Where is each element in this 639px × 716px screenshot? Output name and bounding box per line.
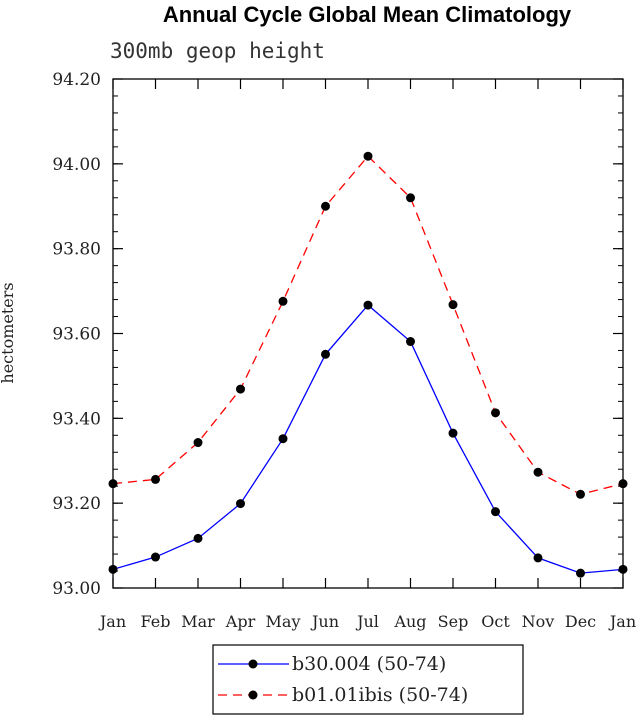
y-axis-label: hectometers — [0, 282, 17, 383]
series-1-point — [618, 564, 628, 574]
x-tick-label: Apr — [225, 612, 256, 631]
series-2-point — [193, 438, 203, 448]
legend-box — [212, 644, 524, 715]
y-tick-label: 94.20 — [52, 70, 101, 90]
x-tick-label: Jun — [310, 612, 339, 631]
series-1-point — [108, 564, 118, 574]
series-2-point — [406, 193, 415, 203]
chart-title: Annual Cycle Global Mean Climatology — [163, 2, 572, 27]
legend: b30.004 (50-74) b01.01ibis (50-74) — [212, 644, 524, 715]
chart-subtitle: 300mb geop height — [110, 39, 325, 63]
y-tick-label: 93.20 — [52, 494, 101, 514]
y-tick-label: 93.80 — [52, 240, 101, 260]
series-2-point — [491, 408, 500, 418]
series-2-point — [321, 201, 330, 211]
series-2-point — [448, 300, 458, 310]
series-1-point — [576, 568, 585, 578]
series-2-point — [151, 474, 160, 484]
x-tick-label: Dec — [565, 612, 596, 631]
legend-marker-series-2 — [248, 690, 258, 700]
series-1-point — [193, 533, 203, 543]
series-1-point — [236, 499, 245, 509]
x-tick-label: Mar — [181, 612, 215, 631]
legend-marker-series-1 — [248, 659, 258, 669]
series-1-point — [448, 428, 458, 438]
x-tick-label: Jul — [355, 612, 379, 631]
y-tick-label: 94.00 — [52, 155, 101, 175]
series-1-point — [491, 507, 500, 517]
y-tick-label: 93.40 — [52, 409, 101, 429]
y-tick-label: 93.60 — [52, 325, 101, 345]
series-2-point — [108, 479, 118, 489]
series-2-point — [533, 467, 543, 477]
series-2-point — [576, 489, 585, 499]
series-1-point — [533, 553, 543, 563]
y-tick-label: 93.00 — [52, 579, 101, 599]
series-line-1 — [112, 304, 624, 574]
series-1-point — [278, 434, 288, 444]
series-2-point — [618, 479, 628, 489]
series-1-point — [321, 349, 330, 359]
x-tick-label: Jan — [608, 612, 636, 631]
series-line-2 — [112, 155, 624, 495]
series-2-point — [236, 384, 245, 394]
series-2-point — [363, 151, 373, 161]
series-2-point — [278, 296, 288, 306]
series-1-point — [406, 337, 415, 347]
x-tick-label: Aug — [393, 612, 426, 631]
series-1-point — [151, 552, 160, 562]
x-tick-label: May — [266, 612, 301, 631]
x-tick-label: Jan — [98, 612, 126, 631]
x-tick-label: Feb — [141, 612, 171, 631]
x-tick-label: Sep — [438, 612, 469, 631]
legend-label-series-2: b01.01ibis (50-74) — [292, 684, 468, 706]
x-tick-label: Nov — [522, 612, 555, 631]
x-tick-label: Oct — [481, 612, 510, 631]
series-1-point — [363, 300, 373, 310]
legend-label-series-1: b30.004 (50-74) — [292, 653, 446, 675]
